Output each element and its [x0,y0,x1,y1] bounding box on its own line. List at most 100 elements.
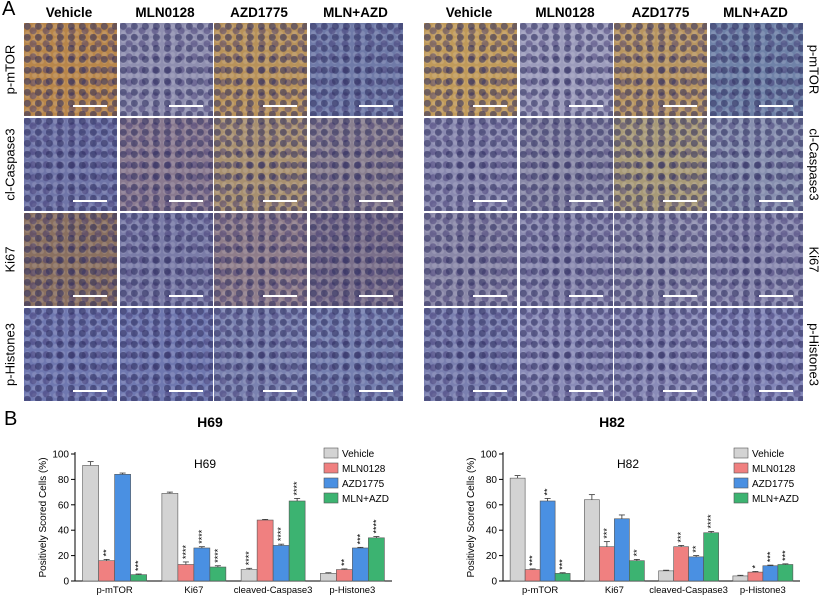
bar-mln0128-p-histone3 [336,569,353,582]
legend-entry: Vehicle [752,449,785,460]
micrograph-h82-ki67-mln-azd [710,213,803,306]
scale-bar [73,295,107,297]
row-label-right-cl-caspase3: cl-Caspase3 [806,128,822,201]
scale-bar [359,295,393,297]
scale-bar [759,105,793,107]
micrograph-h69-p-mtor-mln0128 [120,23,213,116]
x-category-label: cleaved-Caspase3 [234,585,313,596]
micrograph-h69-p-mtor-mln-azd [310,23,403,116]
row-label-left-p-mtor: p-mTOR [2,44,18,95]
bar-azd1775-cleaved-caspase3 [688,556,704,582]
scale-bar [569,105,603,107]
scale-bar [473,200,507,202]
micrograph-h69-p-histone3-mln-azd [310,308,403,401]
bar-mln0128-p-mtor [98,560,115,582]
bar-azd1775-ki67 [614,518,630,582]
col-header-h82-azd1775: AZD1775 [631,5,690,20]
micrograph-h82-p-mtor-mln0128 [520,23,613,116]
micrograph-h82-p-mtor-azd1775 [614,23,707,116]
micrograph-h82-p-histone3-vehicle [424,308,517,401]
scale-bar [663,295,697,297]
x-category-label: p-Histone3 [329,585,375,596]
bar-mln0128-cleaved-caspase3 [256,519,274,582]
bar-vehicle-p-mtor [509,477,526,582]
bar-azd1775-p-mtor [539,500,556,582]
x-category-label: Ki67 [605,585,624,596]
bar-mln-azd-cleaved-caspase3 [288,500,306,582]
significance-label: *** [676,531,686,542]
bar-mln-azd-p-mtor [554,573,571,582]
significance-label: *** [558,559,568,570]
scale-bar [169,295,203,297]
micrograph-h82-ki67-azd1775 [614,213,707,306]
y-tick-label: 20 [58,551,70,562]
bar-azd1775-p-mtor [114,474,131,582]
legend-entry: MLN0128 [752,464,796,475]
significance-label: **** [706,514,716,529]
y-axis-label: Positively Scored Cells (%) [466,457,477,577]
micrograph-h69-p-mtor-vehicle [24,23,117,116]
legend-swatch [323,447,339,459]
micrograph-h82-p-mtor-mln-azd [710,23,803,116]
row-label-left-ki67: Ki67 [2,246,18,273]
significance-label: **** [371,519,381,534]
scale-bar [169,200,203,202]
y-tick-label: 80 [486,475,498,486]
row-label-left-cl-caspase3: cl-Caspase3 [2,128,18,201]
legend-swatch [323,477,339,489]
row-label-left-p-histone3: p-Histone3 [2,323,18,386]
col-header-h82-mln-azd: MLN+AZD [723,5,788,20]
x-category-label: Ki67 [184,585,203,596]
scale-bar [569,200,603,202]
legend-swatch [733,492,749,504]
scale-bar [759,295,793,297]
bar-azd1775-ki67 [193,547,211,582]
bar-vehicle-cleaved-caspase3 [658,570,674,582]
bar-vehicle-p-histone3 [732,575,749,582]
micrograph-h82-ki67-vehicle [424,213,517,306]
bar-mln-azd-p-mtor [130,574,147,582]
scale-bar [73,105,107,107]
row-label-right-p-histone3: p-Histone3 [806,323,822,386]
significance-label: **** [292,481,302,496]
micrograph-h69-ki67-mln-azd [310,213,403,306]
micrograph-h69-p-histone3-azd1775 [214,308,307,401]
scale-bar [169,105,203,107]
col-header-h69-mln-azd: MLN+AZD [323,5,388,20]
significance-label: **** [213,548,223,563]
significance-label: ** [339,558,349,566]
micrograph-h82-p-histone3-mln0128 [520,308,613,401]
scale-bar [359,390,393,392]
col-header-h82-mln0128: MLN0128 [535,5,595,20]
scale-bar [73,390,107,392]
row-label-right-ki67: Ki67 [806,246,822,273]
significance-label: * [750,564,760,568]
micrograph-h69-cl-caspase3-azd1775 [214,118,307,211]
x-category-label: cleaved-Caspase3 [649,585,728,596]
legend-entry: MLN0128 [342,464,386,475]
scale-bar [263,105,297,107]
x-category-label: p-mTOR [97,585,133,596]
y-axis-label: Positively Scored Cells (%) [38,457,49,577]
micrograph-h69-p-histone3-vehicle [24,308,117,401]
legend-entry: AZD1775 [752,479,795,490]
bar-mln0128-ki67 [177,564,195,582]
bar-mln-azd-ki67 [629,560,645,582]
significance-label: **** [244,551,254,566]
cell-line-label-h69: H69 [197,414,223,430]
bar-mln0128-cleaved-caspase3 [673,546,689,582]
scale-bar [569,390,603,392]
legend-swatch [733,462,749,474]
micrograph-h82-p-mtor-vehicle [424,23,517,116]
bar-mln0128-p-mtor [524,569,541,582]
significance-label: **** [181,544,191,559]
micrograph-h82-p-histone3-azd1775 [614,308,707,401]
micrograph-h82-cl-caspase3-mln0128 [520,118,613,211]
bar-mln0128-p-histone3 [747,571,764,582]
y-tick-label: 40 [486,526,498,537]
bar-vehicle-p-histone3 [320,573,337,582]
panel-letter-b: B [4,408,18,430]
scale-bar [473,390,507,392]
scale-bar [263,295,297,297]
